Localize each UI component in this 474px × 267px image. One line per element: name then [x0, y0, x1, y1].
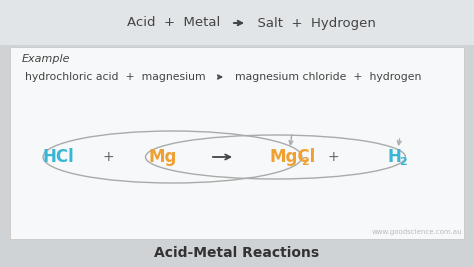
Text: hydrochloric acid  +  magnesium: hydrochloric acid + magnesium: [26, 72, 213, 82]
Text: 2: 2: [399, 157, 407, 167]
Text: Acid-Metal Reactions: Acid-Metal Reactions: [155, 246, 319, 260]
Text: HCl: HCl: [42, 148, 74, 166]
FancyBboxPatch shape: [10, 47, 464, 239]
Text: Acid  +  Metal: Acid + Metal: [127, 17, 229, 29]
Text: Mg: Mg: [149, 148, 177, 166]
Text: +: +: [327, 150, 339, 164]
Bar: [0, 0, 474, 45]
Text: +: +: [102, 150, 114, 164]
Text: H: H: [388, 148, 402, 166]
Text: Salt  +  Hydrogen: Salt + Hydrogen: [249, 17, 376, 29]
Text: MgCl: MgCl: [270, 148, 316, 166]
Text: Example: Example: [22, 54, 71, 64]
Text: www.goodscience.com.au: www.goodscience.com.au: [371, 229, 462, 235]
Text: magnesium chloride  +  hydrogen: magnesium chloride + hydrogen: [228, 72, 421, 82]
Text: 2: 2: [301, 157, 309, 167]
